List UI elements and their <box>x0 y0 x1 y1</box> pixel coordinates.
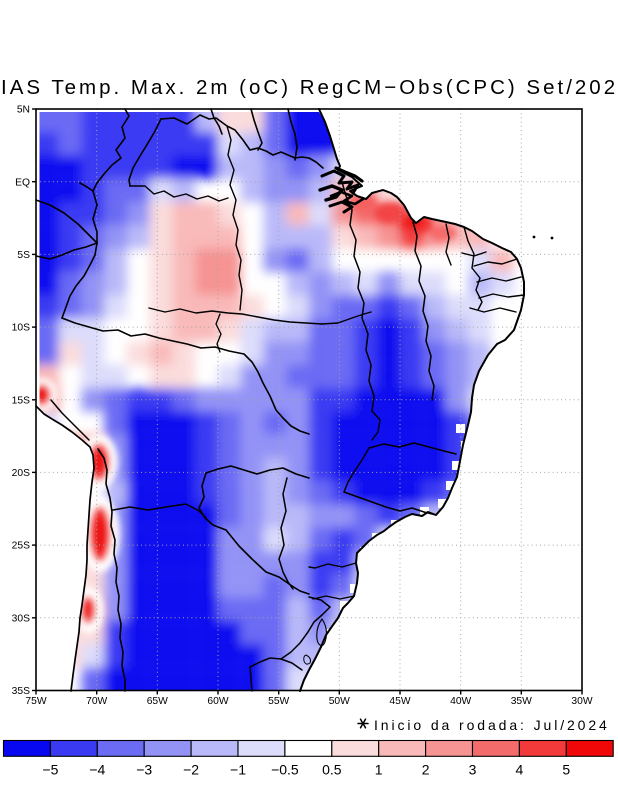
svg-text:5: 5 <box>562 762 570 778</box>
svg-text:30W: 30W <box>571 696 592 707</box>
svg-text:−3: −3 <box>136 762 152 778</box>
svg-text:35W: 35W <box>511 696 532 707</box>
svg-text:−5: −5 <box>42 762 58 778</box>
svg-text:4: 4 <box>516 762 524 778</box>
svg-text:60W: 60W <box>207 696 228 707</box>
svg-text:10S: 10S <box>12 323 30 334</box>
svg-text:50W: 50W <box>329 696 350 707</box>
svg-text:70W: 70W <box>86 696 107 707</box>
svg-text:0.5: 0.5 <box>322 762 342 778</box>
svg-text:5S: 5S <box>17 250 30 261</box>
svg-text:30S: 30S <box>12 613 30 624</box>
svg-text:−1: −1 <box>230 762 246 778</box>
svg-text:−4: −4 <box>89 762 105 778</box>
svg-text:5N: 5N <box>17 105 30 116</box>
svg-text:20S: 20S <box>12 468 30 479</box>
svg-text:55W: 55W <box>268 696 289 707</box>
svg-text:Inicio da rodada: Jul/2024: Inicio da rodada: Jul/2024 <box>374 717 610 733</box>
svg-text:EQ: EQ <box>15 177 30 188</box>
svg-text:3: 3 <box>469 762 477 778</box>
svg-text:1: 1 <box>375 762 383 778</box>
svg-text:45W: 45W <box>389 696 410 707</box>
svg-text:40W: 40W <box>450 696 471 707</box>
svg-text:35S: 35S <box>12 686 30 697</box>
svg-text:75W: 75W <box>25 696 46 707</box>
svg-text:IAS Temp. Max. 2m (oC) RegCM−O: IAS Temp. Max. 2m (oC) RegCM−Obs(CPC) Se… <box>1 76 618 99</box>
svg-text:−2: −2 <box>183 762 199 778</box>
svg-text:65W: 65W <box>147 696 168 707</box>
svg-text:15S: 15S <box>12 395 30 406</box>
svg-text:−0.5: −0.5 <box>271 762 299 778</box>
svg-text:2: 2 <box>422 762 430 778</box>
svg-text:25S: 25S <box>12 541 30 552</box>
